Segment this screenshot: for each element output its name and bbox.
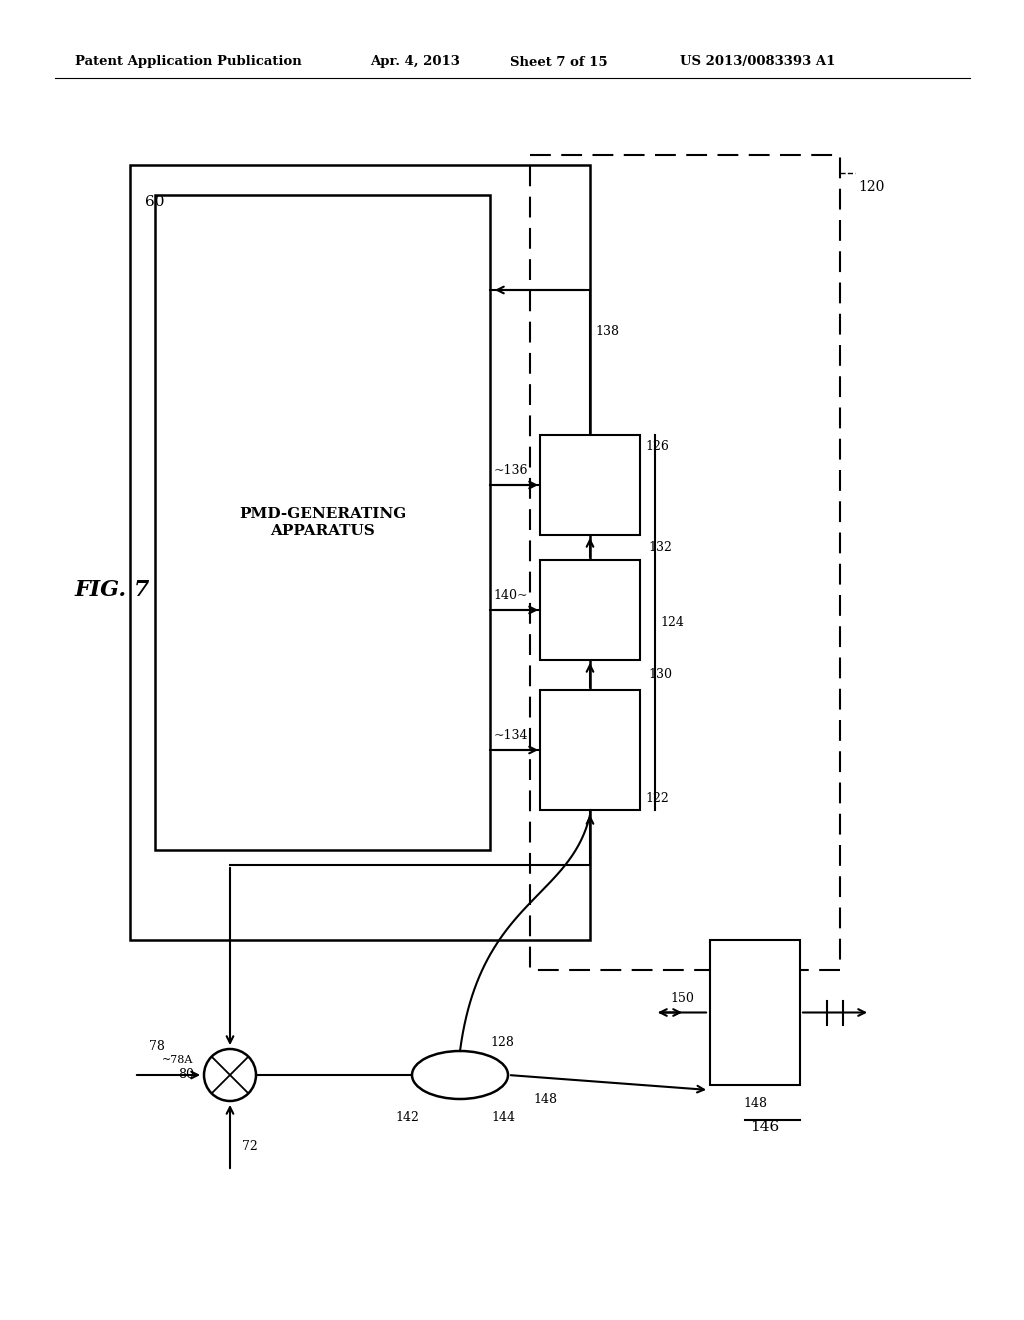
Text: 80: 80 [178, 1068, 194, 1081]
Text: 122: 122 [645, 792, 669, 805]
Text: 146: 146 [750, 1119, 779, 1134]
Text: 148: 148 [534, 1093, 557, 1106]
Bar [540, 436, 640, 535]
Text: US 2013/0083393 A1: US 2013/0083393 A1 [680, 55, 836, 69]
Text: DRIVER: DRIVER [567, 480, 613, 490]
Text: Patent Application Publication: Patent Application Publication [75, 55, 302, 69]
Bar [530, 154, 840, 970]
Text: 126: 126 [645, 440, 669, 453]
Text: PMD-GENERATING
APPARATUS: PMD-GENERATING APPARATUS [239, 507, 407, 537]
Text: 124: 124 [660, 616, 684, 630]
Text: 150: 150 [671, 991, 694, 1005]
Text: ~136: ~136 [494, 465, 528, 477]
Text: 128: 128 [490, 1036, 514, 1049]
Text: CALCULATOR: CALCULATOR [550, 605, 631, 615]
Text: PSP CON: PSP CON [728, 1007, 781, 1018]
Text: 138: 138 [595, 325, 618, 338]
Text: 60: 60 [145, 195, 165, 209]
Text: 148: 148 [743, 1097, 767, 1110]
Text: ~78A: ~78A [162, 1055, 194, 1065]
Text: ~134: ~134 [494, 729, 528, 742]
Bar [540, 690, 640, 810]
Text: 120: 120 [858, 180, 885, 194]
Text: FIG. 7: FIG. 7 [75, 579, 151, 601]
Text: Sheet 7 of 15: Sheet 7 of 15 [510, 55, 607, 69]
Text: 140~: 140~ [494, 589, 528, 602]
Bar [155, 195, 490, 850]
Text: 78: 78 [150, 1040, 165, 1053]
Text: 144: 144 [490, 1111, 515, 1125]
Bar [540, 560, 640, 660]
Text: 132: 132 [648, 541, 672, 554]
Text: 130: 130 [648, 668, 672, 681]
Text: 72: 72 [242, 1139, 258, 1152]
Text: Apr. 4, 2013: Apr. 4, 2013 [370, 55, 460, 69]
Bar [130, 165, 590, 940]
Text: POLARIZATION
ANALYZER: POLARIZATION ANALYZER [545, 739, 635, 760]
Text: 142: 142 [395, 1111, 419, 1125]
Bar [710, 940, 800, 1085]
